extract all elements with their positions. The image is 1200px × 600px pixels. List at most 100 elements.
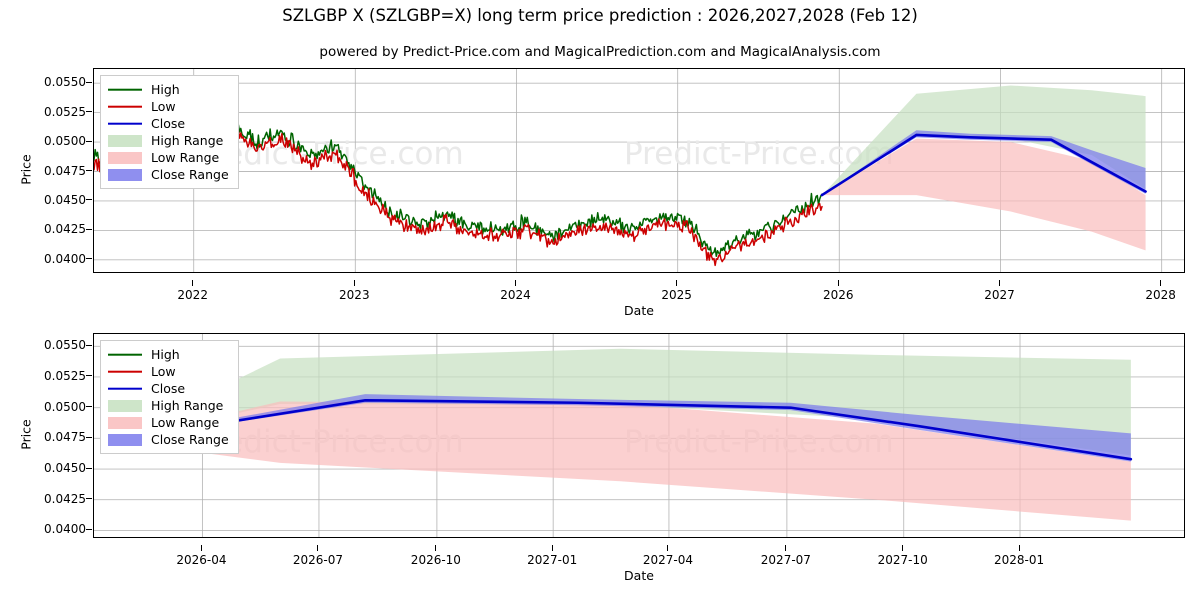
band-close-range <box>109 394 1131 462</box>
y-tick-mark <box>86 170 92 171</box>
x-tick-labels-top: 2022 2023 2024 2025 2026 2027 2028 <box>93 280 1185 302</box>
x-tick-mark <box>785 545 787 551</box>
legend-swatch-low-icon <box>108 366 142 378</box>
x-axis-label-top: Date <box>624 303 654 318</box>
x-tick-label: 2028 <box>1145 288 1176 302</box>
x-tick-label: 2024 <box>500 288 531 302</box>
x-tick-label: 2027-07 <box>760 553 811 567</box>
y-tick-mark <box>86 81 92 83</box>
top-chart-canvas: Predict-Price.com Predict-Price.com Predic… <box>94 69 1184 273</box>
legend-label: Close <box>151 116 186 131</box>
x-tick-mark <box>667 545 669 551</box>
legend-item-high[interactable]: High <box>108 346 229 363</box>
y-tick-labels-bottom: 0.0400 0.0425 0.0450 0.0475 0.0500 0.0525 0.05… <box>0 333 92 538</box>
legend-item-close[interactable]: Close <box>108 380 229 397</box>
x-tick-mark <box>435 545 437 551</box>
svg-text:Predict-Price.com: Predict-Price.com <box>624 136 894 172</box>
series-line-close <box>820 133 1147 197</box>
svg-text:Predict-Price.com: Predict-Price.com <box>194 136 464 172</box>
x-tick-mark <box>902 545 904 551</box>
legend-label: Close <box>151 381 186 396</box>
band-low-range <box>109 401 1131 521</box>
y-tick-label: 0.0550 <box>44 338 86 353</box>
y-tick-labels-top: 0.0400 0.0425 0.0450 0.0475 0.0500 0.0525 0.05… <box>0 68 92 273</box>
legend-item-close-range[interactable]: Close Range <box>108 431 229 448</box>
legend-label: High Range <box>151 398 224 413</box>
x-tick-labels-bottom: 2026-04 2026-07 2026-10 2027-01 2027-04 2027-… <box>93 545 1185 567</box>
y-tick-label: 0.0400 <box>44 522 86 537</box>
x-tick-mark <box>1018 545 1020 551</box>
series-line-close <box>108 398 1133 461</box>
x-tick-label: 2026-10 <box>410 553 461 567</box>
legend-label: Close Range <box>151 167 229 182</box>
legend-item-high-range[interactable]: High Range <box>108 132 229 149</box>
x-tick-label: 2028-01 <box>993 553 1045 567</box>
y-tick-mark <box>86 528 92 530</box>
figure-subtitle: powered by Predict-Price.com and Magical… <box>319 44 881 60</box>
svg-text:Predict-Price.com: Predict-Price.com <box>194 271 464 273</box>
x-tick-label: 2025 <box>661 288 692 302</box>
band-high-range <box>822 85 1146 196</box>
legend-label: Close Range <box>151 432 229 447</box>
legend-swatch-low-range-icon <box>108 416 142 429</box>
legend-swatch-low-icon <box>108 101 142 113</box>
legend-item-low[interactable]: Low <box>108 98 229 115</box>
y-tick-mark <box>86 140 92 142</box>
legend-label: Low Range <box>151 415 220 430</box>
legend-top: High Low Close High Range Low Range Close Ran… <box>100 75 239 189</box>
x-tick-mark <box>192 280 194 286</box>
x-axis-label-bottom: Date <box>624 568 654 583</box>
y-tick-label: 0.0450 <box>44 461 86 476</box>
y-tick-mark <box>86 406 92 408</box>
legend-swatch-close-range-icon <box>108 168 142 181</box>
y-tick-label: 0.0500 <box>44 399 86 414</box>
x-tick-mark <box>200 545 202 551</box>
legend-swatch-close-icon <box>108 118 142 130</box>
x-tick-label: 2027 <box>984 288 1015 302</box>
legend-item-high-range[interactable]: High Range <box>108 397 229 414</box>
legend-label: Low <box>151 364 176 379</box>
y-tick-mark <box>86 258 92 260</box>
band-low-range <box>822 138 1146 251</box>
y-tick-mark <box>86 344 92 346</box>
x-tick-label: 2022 <box>177 288 208 302</box>
y-tick-mark <box>86 199 92 201</box>
x-tick-label: 2026-07 <box>292 553 344 567</box>
legend-label: Low Range <box>151 150 220 165</box>
y-tick-label: 0.0425 <box>44 491 86 506</box>
legend-swatch-high-icon <box>108 349 142 361</box>
x-tick-mark <box>514 280 516 286</box>
figure-title: SZLGBP X (SZLGBP=X) long term price pred… <box>282 6 918 25</box>
y-tick-label: 0.0450 <box>44 192 86 207</box>
legend-swatch-close-range-icon <box>108 433 142 446</box>
x-tick-label: 2026-04 <box>176 553 227 567</box>
y-tick-mark <box>86 436 92 438</box>
legend-item-low-range[interactable]: Low Range <box>108 414 229 431</box>
legend-swatch-close-icon <box>108 383 142 395</box>
legend-item-close-range[interactable]: Close Range <box>108 166 229 183</box>
y-tick-label: 0.0425 <box>44 222 86 237</box>
y-tick-mark <box>86 375 92 377</box>
top-chart-plot-area: Predict-Price.com Predict-Price.com Predic… <box>93 68 1185 273</box>
x-tick-label: 2027-04 <box>642 553 694 567</box>
y-tick-mark <box>86 467 92 469</box>
y-tick-label: 0.0550 <box>44 75 86 90</box>
x-tick-label: 2023 <box>339 288 370 302</box>
x-tick-mark <box>998 280 1000 286</box>
y-tick-mark <box>86 228 92 230</box>
x-tick-label: 2027-01 <box>527 553 578 567</box>
legend-item-low-range[interactable]: Low Range <box>108 149 229 166</box>
legend-item-low[interactable]: Low <box>108 363 229 380</box>
y-tick-mark <box>86 498 92 500</box>
x-tick-mark <box>317 545 319 551</box>
legend-swatch-high-range-icon <box>108 399 142 412</box>
legend-bottom: High Low Close High Range Low Range Close Ran… <box>100 340 239 454</box>
y-tick-label: 0.0525 <box>44 104 86 119</box>
y-tick-label: 0.0500 <box>44 134 86 149</box>
y-tick-mark <box>86 111 92 113</box>
legend-item-close[interactable]: Close <box>108 115 229 132</box>
legend-item-high[interactable]: High <box>108 81 229 98</box>
legend-label: High Range <box>151 133 224 148</box>
